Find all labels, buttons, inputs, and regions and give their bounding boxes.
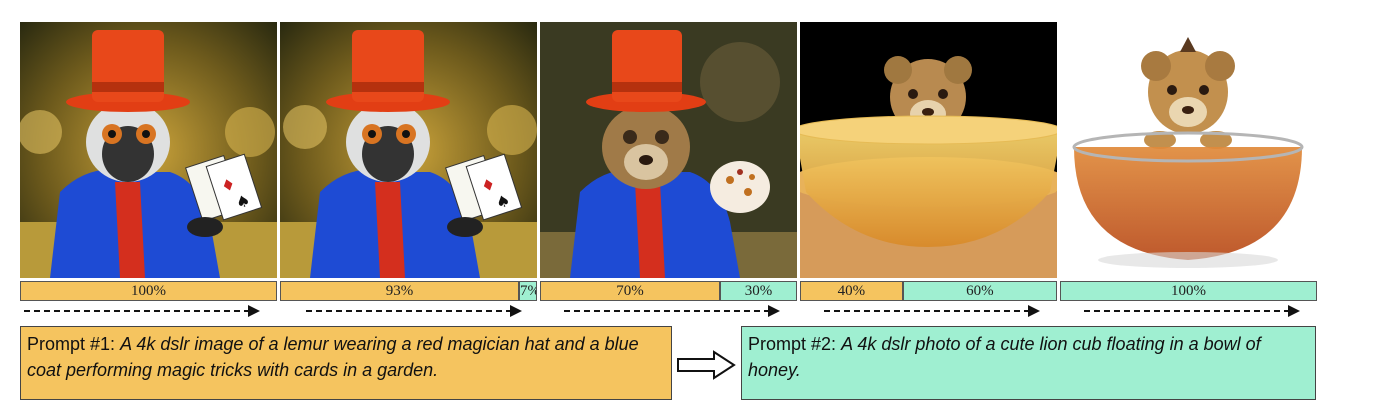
prompt2-weight-segment: 7% <box>519 281 537 301</box>
image-frame-2: ♦ ♠ <box>280 22 537 278</box>
svg-text:♠: ♠ <box>493 190 513 213</box>
svg-text:♦: ♦ <box>218 174 238 197</box>
prompt2-weight-segment: 100% <box>1060 281 1317 301</box>
dashed-right-arrow-icon <box>24 305 260 317</box>
image-frame-3 <box>540 22 797 278</box>
dashed-right-arrow-icon <box>824 305 1040 317</box>
dashed-right-arrow-icon <box>306 305 522 317</box>
hollow-right-arrow-icon <box>677 350 736 380</box>
svg-text:♠: ♠ <box>233 190 253 213</box>
prompt-2-label: Prompt #2: <box>748 334 837 354</box>
prompt2-weight-segment: 30% <box>719 281 797 301</box>
lion-magician-image <box>540 22 797 278</box>
lemur-magician-image: ♦ ♠ <box>280 22 537 278</box>
prompt-1-box: Prompt #1: A 4k dslr image of a lemur we… <box>20 326 672 400</box>
prompt-1-label: Prompt #1: <box>27 334 116 354</box>
image-frame-5 <box>1060 22 1317 278</box>
dashed-right-arrow-icon <box>1084 305 1300 317</box>
weight-bar-3: 70% 30% <box>540 281 797 301</box>
weight-bar-1: 100% <box>20 281 277 301</box>
prompt-2-box: Prompt #2: A 4k dslr photo of a cute lio… <box>741 326 1316 400</box>
lion-glass-bowl-image <box>1060 22 1317 278</box>
lion-honey-bowl-image <box>800 22 1057 278</box>
prompt2-weight-segment: 60% <box>902 281 1057 301</box>
image-frame-4 <box>800 22 1057 278</box>
prompt1-weight-segment: 40% <box>800 281 903 301</box>
dashed-right-arrow-icon <box>564 305 780 317</box>
weight-bar-5: 100% <box>1060 281 1317 301</box>
svg-text:♦: ♦ <box>478 174 498 197</box>
lemur-magician-image: ♦ ♠ <box>20 22 277 278</box>
prompt1-weight-segment: 70% <box>540 281 720 301</box>
weight-bar-2: 93% 7% <box>280 281 537 301</box>
prompt-1-text: A 4k dslr image of a lemur wearing a red… <box>27 334 639 380</box>
prompt1-weight-segment: 100% <box>20 281 277 301</box>
weight-bar-4: 40% 60% <box>800 281 1057 301</box>
image-frame-1: ♦ ♠ <box>20 22 277 278</box>
prompt1-weight-segment: 93% <box>280 281 519 301</box>
prompt-2-text: A 4k dslr photo of a cute lion cub float… <box>748 334 1261 380</box>
